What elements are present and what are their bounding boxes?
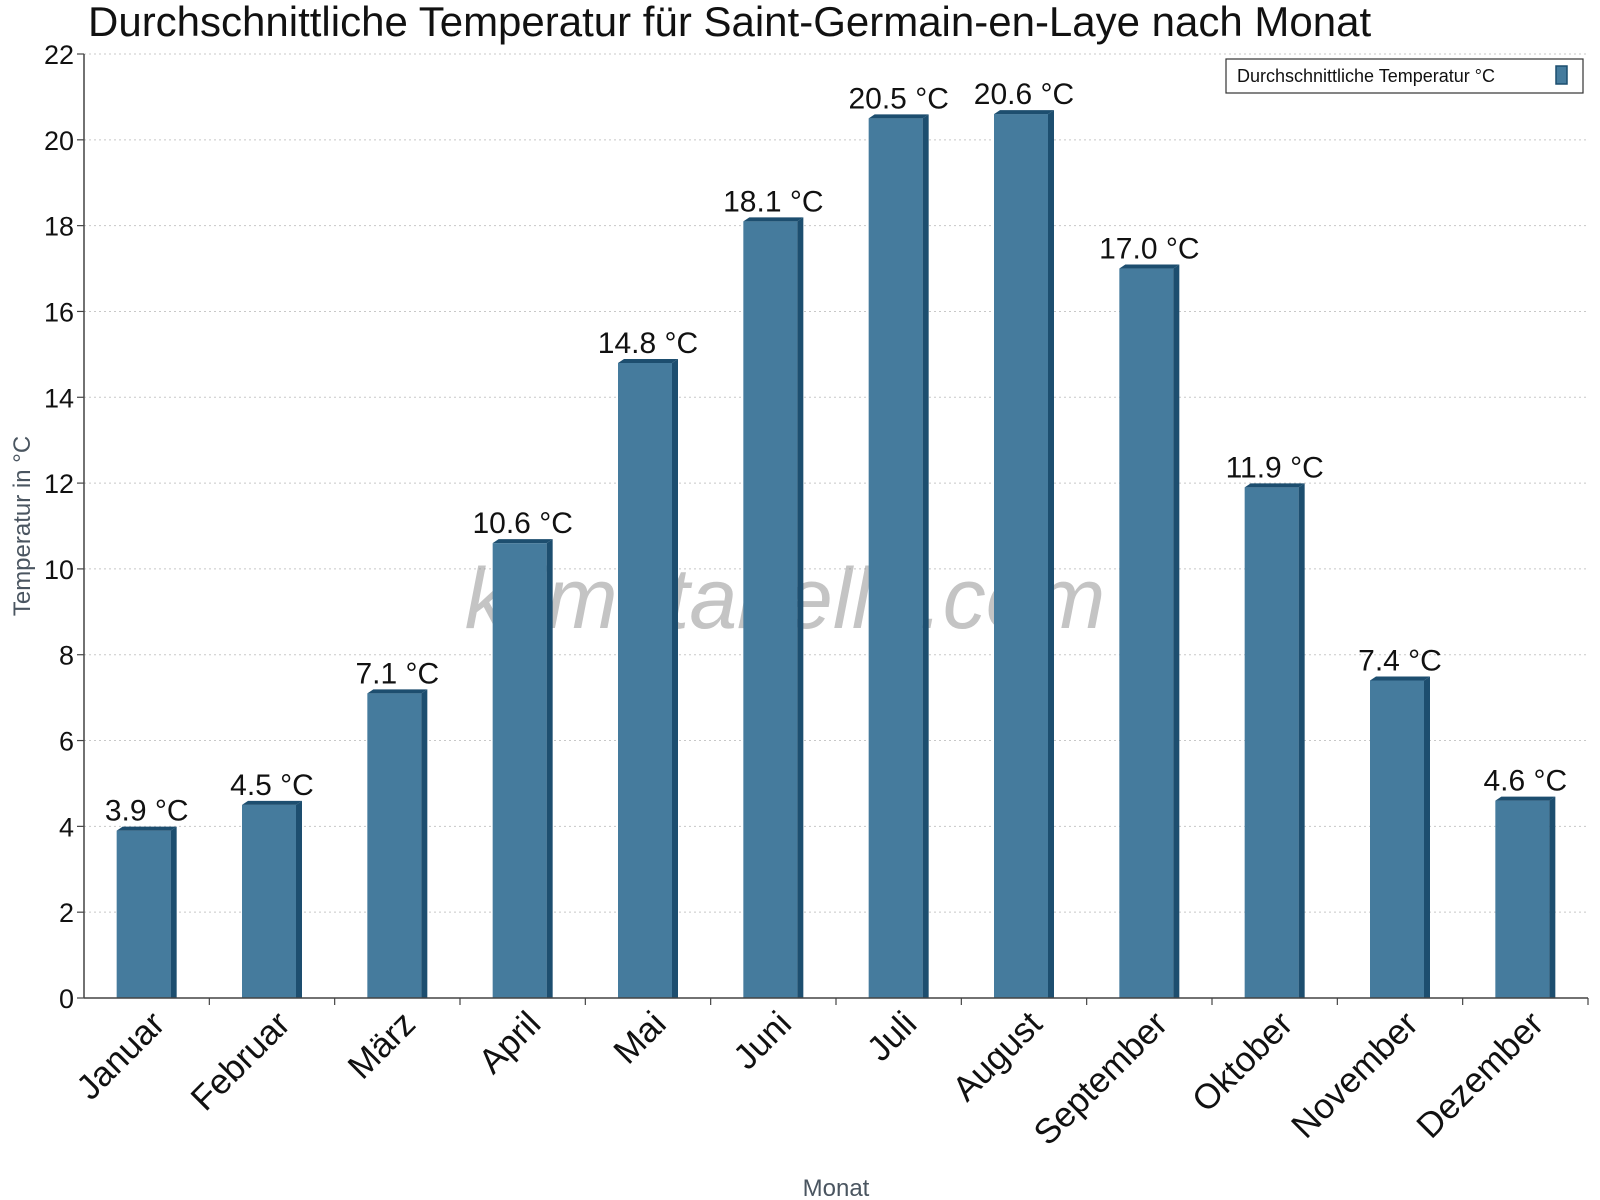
value-label: 7.1 °C bbox=[355, 657, 439, 690]
value-label: 20.6 °C bbox=[974, 78, 1074, 111]
y-tick-label: 10 bbox=[44, 555, 74, 585]
x-tick-label: Juni bbox=[726, 1004, 799, 1077]
bar bbox=[743, 217, 804, 998]
bar-side bbox=[922, 114, 929, 998]
value-label: 18.1 °C bbox=[723, 185, 823, 218]
bar bbox=[868, 114, 929, 998]
legend-label: Durchschnittliche Temperatur °C bbox=[1237, 66, 1495, 86]
bar-side bbox=[546, 539, 553, 998]
bar bbox=[367, 689, 428, 998]
bar-side bbox=[296, 800, 302, 998]
bar-front bbox=[994, 114, 1048, 998]
bar-front bbox=[492, 543, 547, 998]
bar-top bbox=[618, 358, 678, 363]
x-tick-label: Januar bbox=[69, 1004, 172, 1107]
x-tick-label: Dezember bbox=[1409, 1004, 1551, 1146]
x-tick-label: März bbox=[340, 1004, 423, 1087]
y-tick-label: 20 bbox=[44, 126, 74, 156]
bar-side bbox=[797, 217, 804, 998]
x-axis-ticks: Januar Februar März April Mai Juni Juli AugustS… bbox=[69, 998, 1589, 1153]
y-tick-label: 22 bbox=[44, 40, 74, 70]
bar-front bbox=[1495, 800, 1550, 998]
y-tick-label: 0 bbox=[59, 984, 74, 1014]
value-label: 10.6 °C bbox=[472, 507, 572, 540]
bar bbox=[492, 539, 553, 998]
x-tick-label: August bbox=[945, 1004, 1050, 1109]
y-tick-label: 2 bbox=[59, 898, 74, 928]
bar bbox=[242, 800, 302, 998]
value-label: 7.4 °C bbox=[1358, 644, 1442, 677]
x-tick-label: April bbox=[471, 1004, 548, 1081]
grid-lines bbox=[84, 53, 1588, 913]
value-label: 20.5 °C bbox=[848, 82, 948, 115]
bar-top bbox=[1370, 676, 1430, 681]
x-tick-label: Mai bbox=[606, 1004, 673, 1071]
y-tick-label: 14 bbox=[44, 383, 74, 413]
bar-top bbox=[994, 110, 1054, 115]
x-tick-label: Februar bbox=[183, 1004, 297, 1118]
value-label: 17.0 °C bbox=[1099, 233, 1199, 266]
bar bbox=[994, 110, 1054, 998]
bar-top bbox=[743, 217, 804, 222]
legend: Durchschnittliche Temperatur °C bbox=[1225, 58, 1584, 94]
bar-top bbox=[242, 800, 302, 805]
bar bbox=[618, 358, 678, 999]
y-tick-label: 16 bbox=[44, 297, 74, 327]
bar-side bbox=[1424, 676, 1430, 998]
bar-top bbox=[1119, 264, 1180, 269]
bar-top bbox=[116, 826, 177, 831]
value-label: 4.5 °C bbox=[230, 769, 314, 802]
bar-side bbox=[672, 358, 678, 999]
bar-front bbox=[618, 362, 672, 999]
bar-side bbox=[1298, 483, 1305, 998]
value-label: 3.9 °C bbox=[105, 795, 189, 828]
x-tick-label: September bbox=[1026, 1004, 1175, 1153]
bar bbox=[116, 826, 177, 998]
bar-side bbox=[170, 826, 177, 998]
bar-front bbox=[367, 693, 422, 998]
bar-front bbox=[868, 118, 923, 998]
bar bbox=[1495, 796, 1556, 998]
y-axis-title: Temperatur in °C bbox=[9, 436, 36, 616]
bar bbox=[1244, 483, 1305, 998]
x-axis-title: Monat bbox=[803, 1175, 870, 1200]
bar-top bbox=[1244, 483, 1305, 488]
y-axis-ticks: 0 2 4 6 8 10 12 14 16 18 20 22 bbox=[44, 40, 84, 1014]
legend-swatch bbox=[1555, 65, 1568, 85]
bar-side bbox=[1173, 264, 1180, 999]
x-tick-label: Oktober bbox=[1185, 1004, 1301, 1120]
bar bbox=[1119, 264, 1180, 999]
y-tick-label: 18 bbox=[44, 212, 74, 242]
bar-side bbox=[1549, 796, 1556, 998]
value-labels: 3.9 °C 4.5 °C 7.1 °C 10.6 °C 14.8 °C 18.1 °C 2… bbox=[105, 78, 1567, 828]
chart-title: Durchschnittliche Temperatur für Saint-G… bbox=[88, 0, 1371, 45]
bar-top bbox=[868, 114, 929, 119]
bar-top bbox=[1495, 796, 1556, 801]
bar-series bbox=[116, 110, 1556, 999]
bar-front bbox=[743, 221, 798, 998]
value-label: 4.6 °C bbox=[1483, 765, 1567, 798]
value-label: 11.9 °C bbox=[1226, 451, 1324, 484]
bar-front bbox=[242, 804, 296, 998]
y-tick-label: 6 bbox=[59, 727, 74, 757]
bar-front bbox=[116, 830, 171, 998]
y-tick-label: 4 bbox=[59, 812, 74, 842]
bar-top bbox=[367, 689, 428, 694]
bar-front bbox=[1370, 680, 1424, 998]
x-tick-label: November bbox=[1284, 1004, 1426, 1146]
bar-top bbox=[492, 539, 553, 544]
bar-front bbox=[1244, 487, 1299, 998]
bar-front bbox=[1119, 268, 1174, 999]
legend-box bbox=[1225, 58, 1584, 94]
y-tick-label: 12 bbox=[44, 469, 74, 499]
value-label: 14.8 °C bbox=[598, 327, 698, 360]
bar bbox=[1370, 676, 1430, 998]
x-tick-label: Juli bbox=[860, 1004, 925, 1069]
bar-side bbox=[421, 689, 428, 998]
bar-side bbox=[1048, 110, 1054, 998]
y-tick-label: 8 bbox=[59, 641, 74, 671]
